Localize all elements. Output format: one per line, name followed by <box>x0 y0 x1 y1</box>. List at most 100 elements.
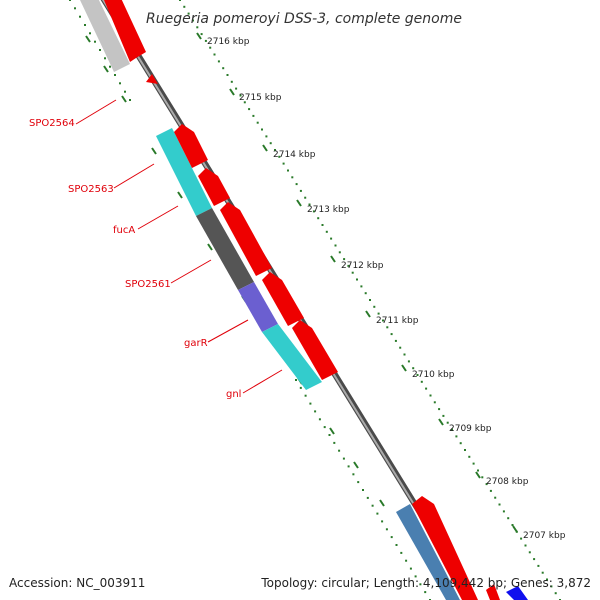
kbp-tick <box>475 471 481 479</box>
scale-dot <box>438 408 441 411</box>
kbp-label-2711: 2711 kbp <box>376 316 419 326</box>
scale-dot <box>235 87 238 90</box>
scale-dot <box>364 292 367 295</box>
kbp-tick <box>196 32 202 40</box>
scale-dot <box>239 94 242 97</box>
scale-dot <box>196 26 199 29</box>
leader-fuca <box>137 205 179 230</box>
inner-track-dot <box>352 473 355 476</box>
scale-dot <box>278 155 281 158</box>
scale-dot <box>433 401 436 404</box>
feature-steel-blue <box>396 504 460 600</box>
scale-dot <box>230 80 233 83</box>
inner-track-dot <box>400 551 403 554</box>
inner-track-dot <box>304 394 307 397</box>
scale-dot <box>321 224 324 226</box>
scale-dot <box>416 374 419 376</box>
inner-track-dot <box>74 7 76 10</box>
inner-track-dot <box>366 496 369 499</box>
scale-dot <box>351 271 354 274</box>
scale-dot <box>304 196 307 199</box>
scale-dot <box>226 74 229 76</box>
arrow-feature-5 <box>262 272 304 326</box>
scale-dot <box>217 60 220 63</box>
inner-track-dot <box>347 465 350 468</box>
gene-position-tick <box>151 147 157 155</box>
scale-dot <box>377 312 380 315</box>
kbp-tick <box>438 418 444 426</box>
gene-position-tick <box>121 95 127 103</box>
inner-track-dot <box>89 32 91 35</box>
scale-dot <box>412 367 415 370</box>
scale-dot <box>494 496 497 499</box>
leader-garr <box>207 319 249 343</box>
scale-dot <box>442 414 445 417</box>
scale-dot <box>520 537 523 540</box>
kbp-label-2713: 2713 kbp <box>307 205 350 215</box>
kbp-tick <box>330 255 336 263</box>
scale-dot <box>394 339 397 342</box>
arrow-feature-2 <box>146 74 158 84</box>
scale-dot <box>222 67 225 70</box>
scale-dot <box>343 258 346 261</box>
scale-dot <box>299 189 302 192</box>
inner-track-dot <box>381 520 384 523</box>
inner-track-dot <box>405 559 408 562</box>
inner-track-dot <box>309 402 312 405</box>
gene-position-tick <box>329 427 335 435</box>
scale-dot <box>360 285 363 288</box>
inner-track-dot <box>318 418 321 421</box>
arrow-feature-7 <box>412 496 478 600</box>
kbp-labels: 2716 kbp 2715 kbp 2714 kbp 2713 kbp 2712… <box>207 37 566 541</box>
gene-position-tick <box>207 243 213 251</box>
genome-summary: Topology: circular; Length: 4,109,442 bp… <box>260 576 591 590</box>
scale-dot <box>312 210 315 213</box>
kbp-label-2709: 2709 kbp <box>449 424 492 434</box>
scale-dot <box>524 544 527 547</box>
leader-spo2561 <box>170 259 212 284</box>
gene-position-tick <box>353 461 359 469</box>
scale-dot <box>256 121 259 124</box>
leader-spo2563 <box>113 163 155 189</box>
scale-dot <box>451 428 453 431</box>
inner-track-dot <box>385 528 388 531</box>
scale-dot <box>291 176 294 179</box>
scale-dot <box>213 53 216 56</box>
inner-track-dot <box>129 99 131 101</box>
scale-dot <box>347 264 350 267</box>
scale-dot <box>382 319 384 322</box>
inner-track-dot <box>69 0 71 1</box>
scale-dot <box>550 585 553 588</box>
gene-labels: SPO2564 SPO2563 fucA SPO2561 garR gnl <box>29 99 283 400</box>
inner-track-dot <box>419 583 422 586</box>
inner-track-dot <box>424 591 427 594</box>
gene-label-spo2564: SPO2564 <box>29 118 75 129</box>
kbp-tick <box>512 525 518 533</box>
kbp-label-2712: 2712 kbp <box>341 261 384 271</box>
kbp-label-2715: 2715 kbp <box>239 93 282 103</box>
scale-dot <box>399 346 402 349</box>
inner-track-dot <box>299 386 302 389</box>
scale-dot <box>183 5 186 8</box>
scale-dot <box>477 469 479 472</box>
forward-strand-features <box>104 0 528 600</box>
feature-spo2563 <box>156 128 212 216</box>
scale-dot <box>252 114 255 117</box>
scale-dot <box>269 142 272 145</box>
scale-dot <box>295 183 298 186</box>
kbp-tick <box>262 144 268 152</box>
kbp-label-2710: 2710 kbp <box>412 370 455 380</box>
kbp-tick <box>296 199 302 207</box>
gene-position-tick <box>103 65 109 73</box>
scale-dot <box>507 517 510 520</box>
inner-track-dot <box>99 49 101 51</box>
scale-dot <box>274 149 276 151</box>
accession-text: Accession: NC_003911 <box>9 576 145 590</box>
scale-dot <box>459 442 462 445</box>
inner-track-dot <box>357 481 360 484</box>
gene-position-tick <box>379 499 385 507</box>
scale-dot <box>192 19 194 22</box>
inner-track-dot <box>376 512 379 515</box>
kbp-ticks <box>196 32 518 533</box>
kbp-label-2714: 2714 kbp <box>273 150 316 160</box>
